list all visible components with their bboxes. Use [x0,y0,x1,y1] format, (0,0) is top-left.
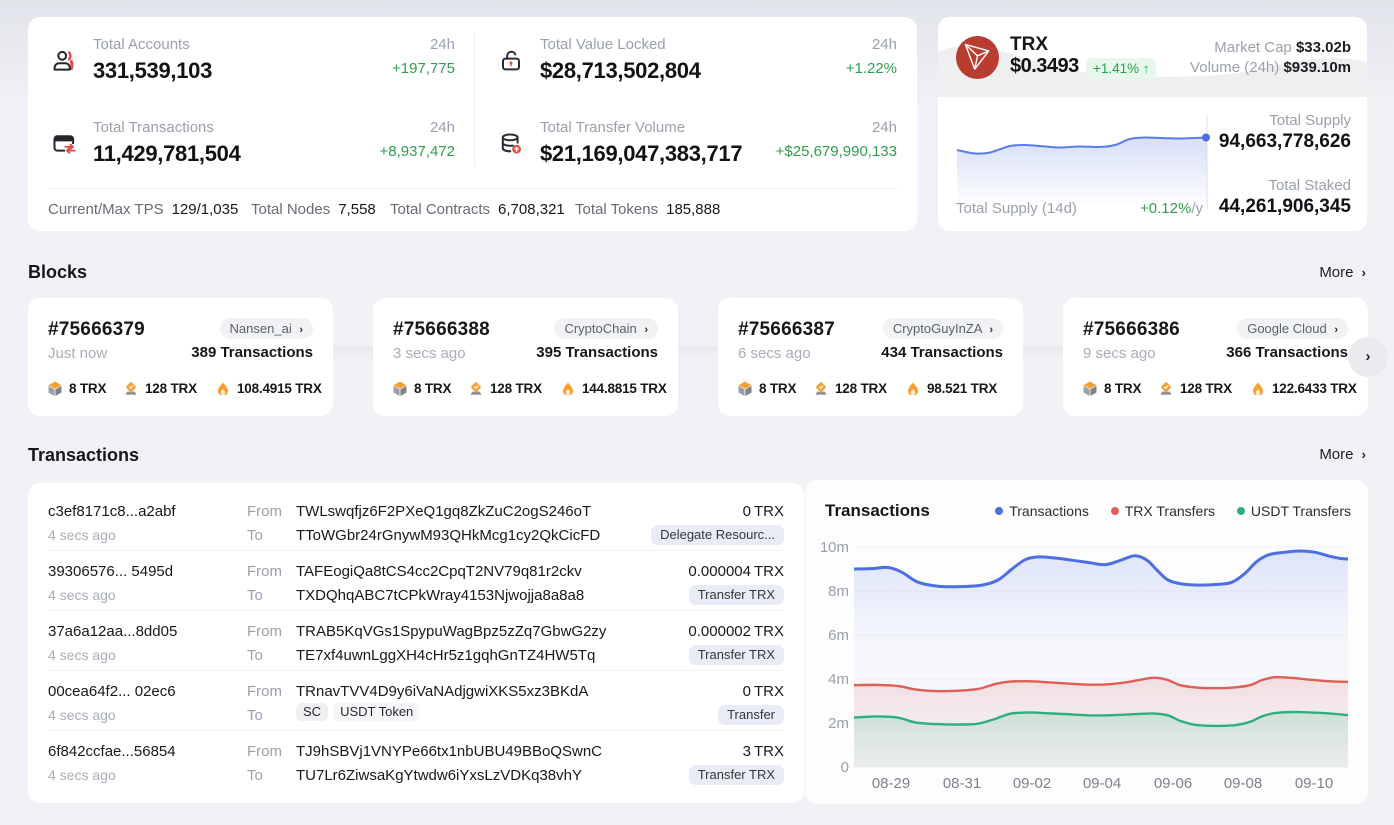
svg-text:0: 0 [841,759,849,776]
svg-text:08-31: 08-31 [943,775,981,792]
svg-text:08-29: 08-29 [872,775,910,792]
svg-text:10m: 10m [820,539,849,556]
svg-text:09-10: 09-10 [1295,775,1333,792]
svg-text:8m: 8m [828,583,849,600]
svg-text:6m: 6m [828,627,849,644]
svg-text:09-02: 09-02 [1013,775,1051,792]
svg-text:09-06: 09-06 [1154,775,1192,792]
svg-text:09-08: 09-08 [1224,775,1262,792]
svg-text:09-04: 09-04 [1083,775,1121,792]
svg-text:2m: 2m [828,715,849,732]
svg-text:4m: 4m [828,671,849,688]
